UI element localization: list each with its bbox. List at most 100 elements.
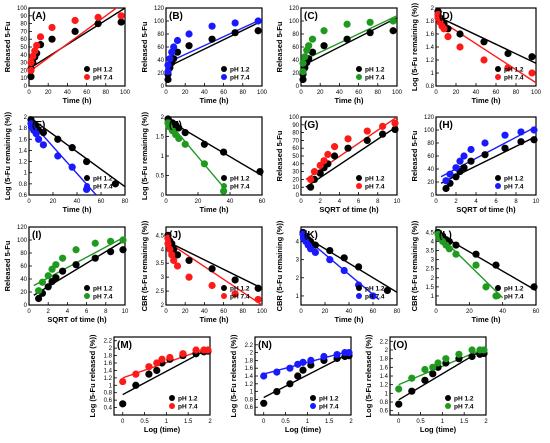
y-tick-label: 100 <box>289 115 300 121</box>
y-tick-label: 1 <box>385 391 389 397</box>
data-point-ph74 <box>48 23 56 32</box>
legend-marker <box>495 285 501 291</box>
x-tick-label: 0 <box>434 90 438 96</box>
data-point-ph74 <box>204 346 212 354</box>
data-point-ph74 <box>44 272 52 280</box>
data-point-ph12 <box>91 254 99 262</box>
y-tick-label: 40 <box>292 162 299 168</box>
x-tick-label: 0 <box>121 419 125 425</box>
y-tick-label: 2 <box>161 303 165 309</box>
legend-label: pH 7.4 <box>230 183 250 190</box>
y-tick-label: 0 <box>296 193 300 199</box>
data-point-ph74 <box>166 353 174 362</box>
data-point-ph12 <box>530 283 538 291</box>
x-tick-label: 40 <box>201 309 208 315</box>
data-point-ph12 <box>52 274 60 282</box>
panel-j: 0 20 40 60 80 100 2 2.5 3 3.5 4 4.5 Time (h) CBR (5-F… <box>140 220 268 324</box>
fit-line-ph74 <box>29 8 118 73</box>
x-tick-label: 100 <box>120 90 131 96</box>
data-point-ph74 <box>164 234 172 242</box>
legend-marker <box>84 293 90 299</box>
y-tick-label: 4 <box>431 240 435 246</box>
x-tick-label: 1 <box>306 419 310 425</box>
y-tick-label: 0.8 <box>19 182 28 188</box>
data-point-ph74 <box>340 266 348 275</box>
x-tick-label: 1.5 <box>325 419 334 425</box>
legend-label: pH 1.2 <box>230 175 250 182</box>
x-axis-label: Time (h) <box>334 315 364 324</box>
y-axis-label: CBR (5-Fu remaining (%)) <box>275 220 284 311</box>
panel-label: (E) <box>32 120 45 131</box>
data-point-ph74 <box>320 157 328 165</box>
y-axis-label: Log (5-Fu remaining (%)) <box>3 111 12 200</box>
panel-f: 0 20 40 60 0 0.5 1 1.5 2 Time (h) Log (5-Fu remain… <box>140 111 266 214</box>
y-tick-label: 1.4 <box>380 374 389 380</box>
y-axis-label: Log (5-Fu released (%)) <box>229 334 238 417</box>
data-point-ph74 <box>366 18 374 26</box>
x-tick-label: 40 <box>64 90 71 96</box>
data-point-ph12 <box>528 53 536 61</box>
x-axis-label: Time (h) <box>471 96 501 105</box>
data-point-ph12 <box>54 135 62 143</box>
x-tick-label: 80 <box>374 90 381 96</box>
y-tick-label: 2.5 <box>426 267 435 273</box>
fit-line-ph12 <box>29 117 125 188</box>
y-tick-label: 50 <box>292 154 299 160</box>
data-point-ph74 <box>166 55 174 63</box>
data-point-ph74 <box>145 363 153 371</box>
y-tick-label: 120 <box>289 6 300 12</box>
data-point-ph12 <box>468 352 476 361</box>
x-tick-label: 0 <box>164 309 168 315</box>
panel-label: (D) <box>439 11 453 22</box>
x-axis-label: Log (time) <box>285 425 322 434</box>
x-axis-label: SQRT of time (h) <box>319 205 379 214</box>
legend-marker <box>356 183 362 189</box>
data-point-ph74 <box>27 59 35 67</box>
data-point-ph74 <box>308 35 317 43</box>
data-point-ph74 <box>158 355 166 363</box>
y-tick-label: 1.2 <box>245 382 254 388</box>
legend-marker <box>356 74 362 80</box>
data-point-ph12 <box>320 42 328 50</box>
y-tick-label: 0 <box>24 84 28 90</box>
panel-label: (N) <box>258 340 272 351</box>
panel-label: (F) <box>169 120 182 131</box>
y-tick-label: 1.2 <box>19 160 28 166</box>
x-tick-label: 100 <box>257 309 268 315</box>
data-point-ph12 <box>501 144 509 152</box>
y-tick-label: 4 <box>296 240 300 246</box>
y-tick-label: 100 <box>154 19 165 25</box>
data-point-ph74 <box>170 256 178 265</box>
x-tick-label: 100 <box>257 90 268 96</box>
data-point-ph12 <box>185 256 193 265</box>
y-tick-label: 1 <box>296 294 300 300</box>
y-tick-label: 90 <box>292 123 299 129</box>
x-tick-label: 80 <box>239 90 246 96</box>
data-point-ph74 <box>320 27 328 35</box>
x-tick-label: 60 <box>220 309 227 315</box>
data-point-ph74 <box>324 150 332 159</box>
x-tick-label: 0 <box>299 199 303 205</box>
data-point-ph74 <box>208 22 216 30</box>
data-point-ph74 <box>444 33 452 41</box>
y-axis-label: Released 5-Fu <box>275 130 284 181</box>
x-tick-label: 2 <box>484 419 488 425</box>
data-point-ph12 <box>132 381 140 389</box>
data-point-ph12 <box>429 370 437 378</box>
x-axis-label: Time (h) <box>62 205 92 214</box>
y-tick-label: 2.2 <box>245 343 254 349</box>
y-tick-label: 1 <box>431 71 435 77</box>
legend-label: pH 1.2 <box>504 66 524 73</box>
fit-line-ph74 <box>166 118 228 192</box>
x-tick-label: 8 <box>514 199 518 205</box>
y-axis-label: Log (5-Fu remaining (%)) <box>410 2 419 91</box>
y-tick-label: 30 <box>20 61 27 67</box>
legend-label: pH 7.4 <box>178 403 198 410</box>
x-tick-label: 40 <box>336 90 343 96</box>
data-point-ph74 <box>32 130 40 138</box>
data-point-ph74 <box>185 30 193 38</box>
legend-marker <box>84 66 90 72</box>
panel-label: (M) <box>117 340 132 351</box>
